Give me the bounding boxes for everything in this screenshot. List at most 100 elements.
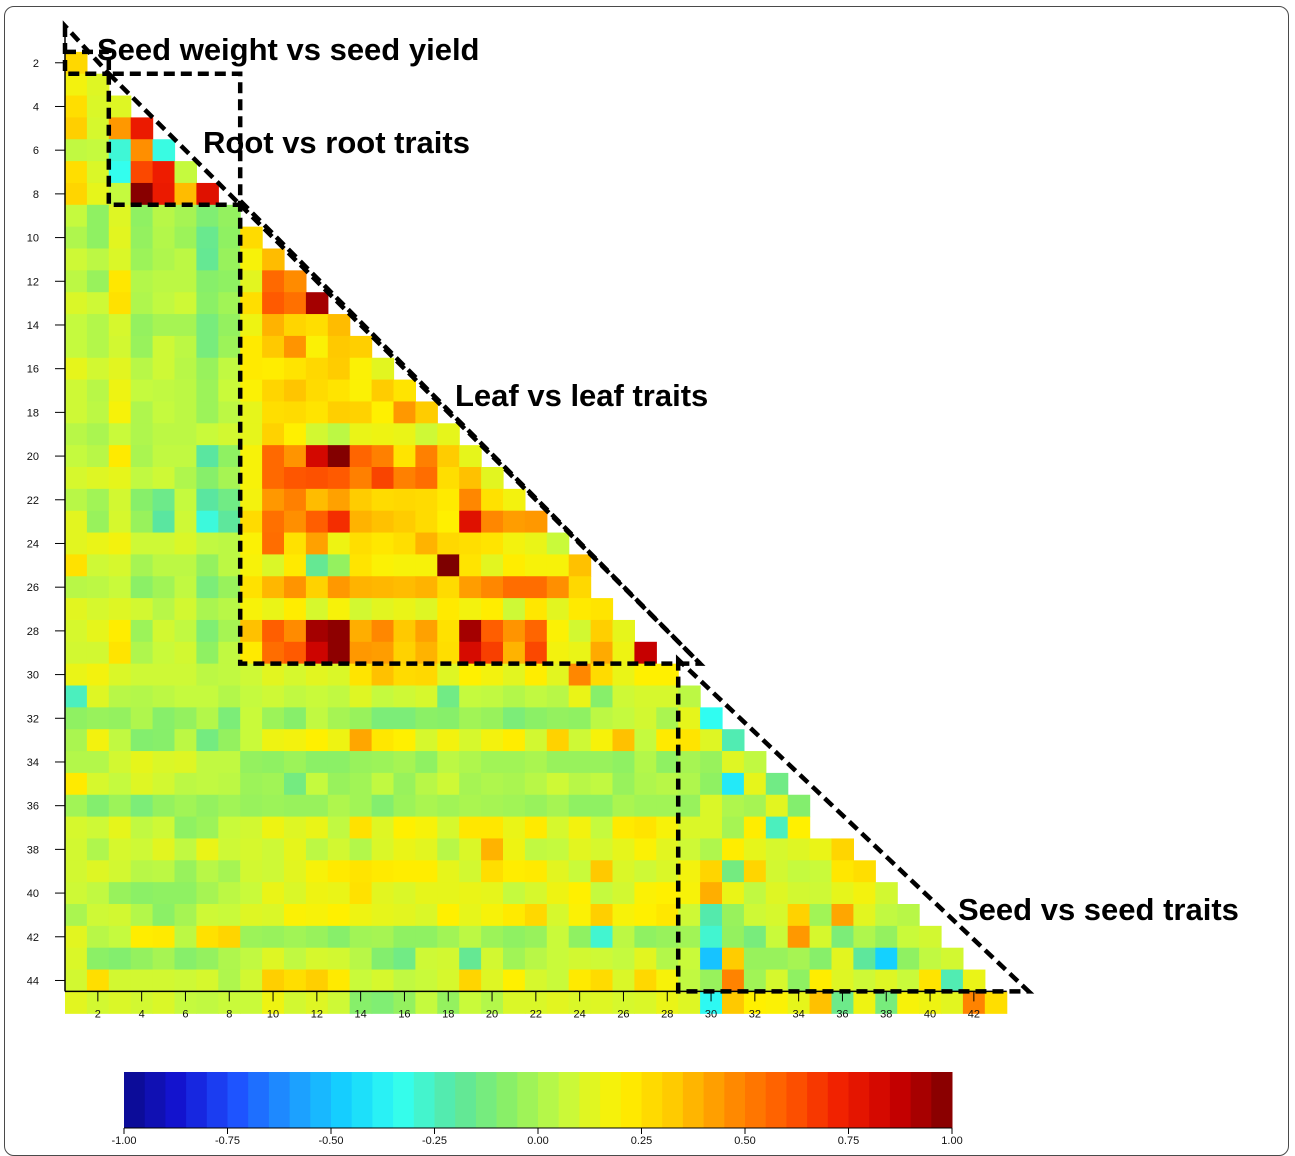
heatmap-cell (415, 969, 438, 992)
heatmap-cell (130, 882, 154, 905)
heatmap-cell (568, 904, 592, 927)
heatmap-cell (196, 794, 219, 818)
heatmap-cell (437, 598, 460, 621)
heatmap-cell (415, 510, 438, 534)
x-tick-label: 6 (182, 1008, 188, 1020)
heatmap-cell (218, 423, 241, 446)
heatmap-cell (86, 860, 110, 883)
colorbar-tick-label: 0.25 (631, 1135, 652, 1145)
heatmap-cell (371, 379, 395, 403)
heatmap-cell (897, 969, 920, 992)
heatmap-cell (327, 379, 351, 403)
heatmap-cell (349, 729, 373, 752)
heatmap-cell (174, 379, 197, 403)
heatmap-cell (546, 729, 570, 752)
heatmap-cell (305, 860, 329, 883)
colorbar-segment (889, 1072, 912, 1128)
y-tick-label: 2 (33, 58, 39, 70)
heatmap-cell (108, 925, 132, 949)
heatmap-cell (86, 292, 110, 315)
heatmap-cell (459, 598, 482, 621)
colorbar-tick-label: -0.25 (422, 1135, 447, 1145)
colorbar-segment (496, 1072, 518, 1128)
heatmap-cell (722, 751, 745, 774)
heatmap-cell (371, 510, 395, 534)
heatmap-cell (65, 816, 88, 840)
heatmap-cell (415, 423, 438, 446)
heatmap-cell (524, 969, 548, 992)
heatmap-cell (459, 729, 482, 752)
y-tick-label: 42 (27, 932, 39, 944)
heatmap-cell (262, 335, 285, 359)
heatmap-cell (590, 729, 614, 752)
heatmap-cell (240, 226, 263, 250)
heatmap-cell (634, 794, 657, 818)
heatmap-cell (174, 467, 197, 490)
heatmap-cell (240, 357, 263, 381)
y-tick-label: 10 (27, 233, 39, 245)
heatmap-cell (371, 991, 395, 1014)
heatmap-cell (634, 882, 657, 905)
heatmap-cell (590, 598, 614, 621)
heatmap-cell (568, 641, 592, 665)
heatmap-cell (108, 117, 132, 140)
heatmap-cell (130, 379, 154, 403)
heatmap-cell (305, 991, 329, 1014)
heatmap-cell (481, 816, 504, 840)
heatmap-cell (174, 532, 197, 555)
heatmap-cell (152, 314, 176, 337)
heatmap-cell (612, 816, 635, 840)
heatmap-cell (503, 904, 526, 927)
heatmap-cell (240, 729, 263, 752)
heatmap-cell (481, 532, 504, 555)
heatmap-cell (196, 619, 219, 643)
heatmap-cell (152, 423, 176, 446)
heatmap-cell (371, 794, 395, 818)
heatmap-cell (305, 794, 329, 818)
colorbar-segment (807, 1072, 829, 1128)
heatmap-cell (459, 772, 482, 796)
heatmap-cell (503, 663, 526, 687)
heatmap-cell (284, 379, 307, 403)
heatmap-cell (218, 904, 241, 927)
heatmap-cell (524, 751, 548, 774)
heatmap-cell (349, 925, 373, 949)
heatmap-cell (130, 445, 154, 468)
heatmap-cell (240, 598, 263, 621)
colorbar-segment (206, 1072, 228, 1128)
heatmap-cell (765, 969, 789, 992)
heatmap-cell (108, 467, 132, 490)
heatmap-cell (65, 554, 88, 577)
heatmap-cell (393, 947, 416, 971)
heatmap-cell (65, 139, 88, 162)
heatmap-cell (700, 925, 723, 949)
heatmap-cell (590, 838, 614, 861)
heatmap-cells (65, 51, 1008, 1014)
heatmap-cell (700, 904, 723, 927)
heatmap-cell (152, 925, 176, 949)
heatmap-cell (743, 751, 767, 774)
heatmap-cell (240, 860, 263, 883)
heatmap-cell (546, 904, 570, 927)
heatmap-cell (86, 772, 110, 796)
heatmap-cell (546, 751, 570, 774)
heatmap-cell (656, 707, 679, 730)
x-tick-label: 12 (311, 1008, 323, 1020)
heatmap-cell (349, 991, 373, 1014)
heatmap-cell (196, 576, 219, 599)
heatmap-cell (393, 576, 416, 599)
heatmap-cell (875, 991, 898, 1014)
heatmap-cell (130, 139, 154, 162)
heatmap-cell (174, 270, 197, 293)
heatmap-cell (218, 860, 241, 883)
heatmap-cell (262, 663, 285, 687)
y-tick-label: 20 (27, 451, 39, 463)
heatmap-cell (196, 685, 219, 708)
heatmap-cell (393, 467, 416, 490)
heatmap-cell (108, 619, 132, 643)
heatmap-cell (130, 816, 154, 840)
heatmap-cell (327, 904, 351, 927)
heatmap-cell (437, 969, 460, 992)
heatmap-cell (305, 379, 329, 403)
heatmap-cell (284, 838, 307, 861)
